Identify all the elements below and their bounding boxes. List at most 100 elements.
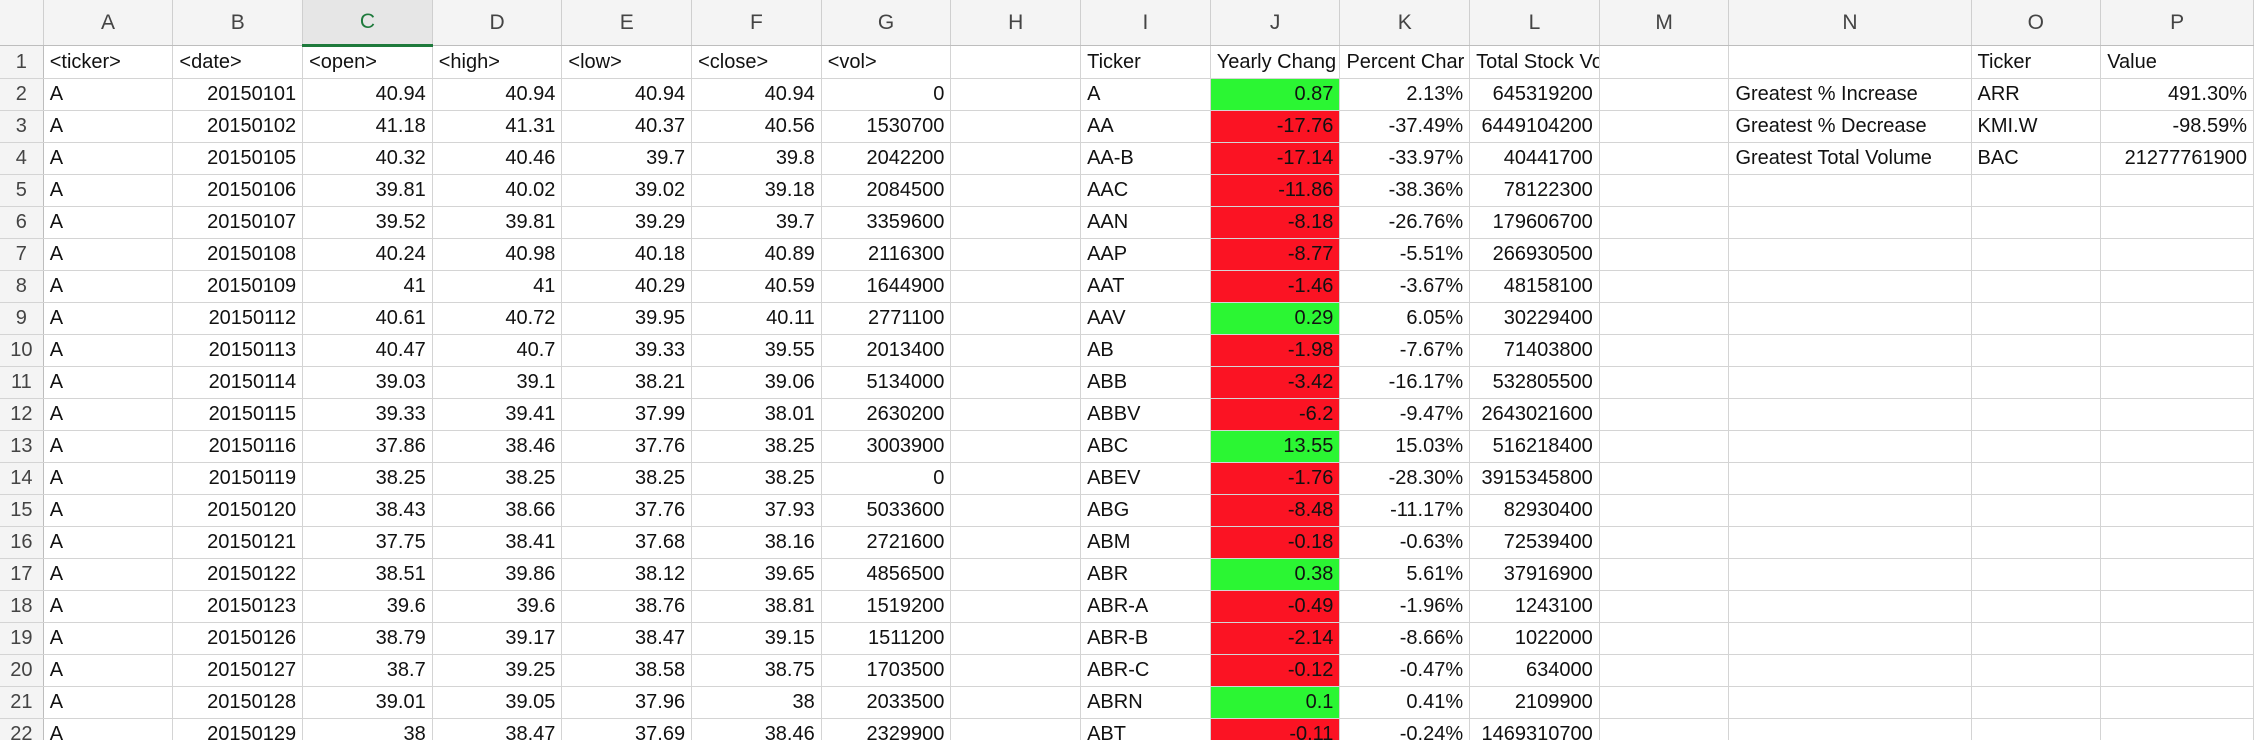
cell-b14[interactable]: 20150119	[172, 462, 304, 495]
row-header[interactable]: 18	[0, 590, 44, 623]
cell-j20[interactable]: -0.12	[1210, 654, 1341, 687]
row-header[interactable]: 11	[0, 366, 44, 399]
column-header-k[interactable]: K	[1339, 0, 1471, 46]
cell-p10[interactable]	[2100, 334, 2254, 367]
cell-o11[interactable]	[1971, 366, 2102, 399]
cell-l1[interactable]: Total Stock Volume	[1469, 45, 1600, 79]
cell-l7[interactable]: 266930500	[1469, 238, 1600, 271]
column-header-d[interactable]: D	[432, 0, 563, 46]
cell-n2[interactable]: Greatest % Increase	[1728, 78, 1972, 111]
cell-c6[interactable]: 39.52	[302, 206, 433, 239]
cell-j7[interactable]: -8.77	[1210, 238, 1341, 271]
cell-g14[interactable]: 0	[821, 462, 952, 495]
cell-e19[interactable]: 38.47	[561, 622, 693, 655]
row-header[interactable]: 1	[0, 45, 44, 79]
cell-o4[interactable]: BAC	[1971, 142, 2102, 175]
cell-c9[interactable]: 40.61	[302, 302, 433, 335]
cell-o5[interactable]	[1971, 174, 2102, 207]
cell-i4[interactable]: AA-B	[1080, 142, 1211, 175]
cell-j4[interactable]: -17.14	[1210, 142, 1341, 175]
cell-m22[interactable]	[1599, 718, 1730, 740]
cell-j3[interactable]: -17.76	[1210, 110, 1341, 143]
cell-a11[interactable]: A	[43, 366, 174, 399]
cell-h19[interactable]	[950, 622, 1082, 655]
cell-p17[interactable]	[2100, 558, 2254, 591]
cell-k9[interactable]: 6.05%	[1339, 302, 1471, 335]
cell-e2[interactable]: 40.94	[561, 78, 693, 111]
cell-n10[interactable]	[1728, 334, 1972, 367]
cell-k15[interactable]: -11.17%	[1339, 494, 1471, 527]
cell-h1[interactable]	[950, 45, 1082, 79]
cell-j11[interactable]: -3.42	[1210, 366, 1341, 399]
cell-f10[interactable]: 39.55	[691, 334, 822, 367]
cell-b1[interactable]: <date>	[172, 45, 304, 79]
cell-h21[interactable]	[950, 686, 1082, 719]
cell-g17[interactable]: 4856500	[821, 558, 952, 591]
cell-i1[interactable]: Ticker	[1080, 45, 1211, 79]
cell-b8[interactable]: 20150109	[172, 270, 304, 303]
cell-j19[interactable]: -2.14	[1210, 622, 1341, 655]
cell-l4[interactable]: 40441700	[1469, 142, 1600, 175]
cell-p11[interactable]	[2100, 366, 2254, 399]
cell-d3[interactable]: 41.31	[432, 110, 563, 143]
cell-m19[interactable]	[1599, 622, 1730, 655]
cell-e7[interactable]: 40.18	[561, 238, 693, 271]
cell-n16[interactable]	[1728, 526, 1972, 559]
cell-m14[interactable]	[1599, 462, 1730, 495]
column-header-e[interactable]: E	[561, 0, 693, 46]
cell-m5[interactable]	[1599, 174, 1730, 207]
cell-i22[interactable]: ABT	[1080, 718, 1211, 740]
cell-k14[interactable]: -28.30%	[1339, 462, 1471, 495]
cell-m2[interactable]	[1599, 78, 1730, 111]
cell-l20[interactable]: 634000	[1469, 654, 1600, 687]
cell-f7[interactable]: 40.89	[691, 238, 822, 271]
cell-d19[interactable]: 39.17	[432, 622, 563, 655]
cell-k20[interactable]: -0.47%	[1339, 654, 1471, 687]
cell-c1[interactable]: <open>	[302, 45, 433, 79]
cell-c3[interactable]: 41.18	[302, 110, 433, 143]
column-header-f[interactable]: F	[691, 0, 822, 46]
cell-b16[interactable]: 20150121	[172, 526, 304, 559]
cell-c8[interactable]: 41	[302, 270, 433, 303]
cell-g5[interactable]: 2084500	[821, 174, 952, 207]
cell-a19[interactable]: A	[43, 622, 174, 655]
cell-p14[interactable]	[2100, 462, 2254, 495]
cell-g13[interactable]: 3003900	[821, 430, 952, 463]
cell-l8[interactable]: 48158100	[1469, 270, 1600, 303]
cell-l19[interactable]: 1022000	[1469, 622, 1600, 655]
row-header[interactable]: 9	[0, 302, 44, 335]
select-all-corner[interactable]	[0, 0, 44, 46]
cell-m12[interactable]	[1599, 398, 1730, 431]
cell-f19[interactable]: 39.15	[691, 622, 822, 655]
cell-f8[interactable]: 40.59	[691, 270, 822, 303]
cell-k6[interactable]: -26.76%	[1339, 206, 1471, 239]
cell-c4[interactable]: 40.32	[302, 142, 433, 175]
cell-j14[interactable]: -1.76	[1210, 462, 1341, 495]
cell-o17[interactable]	[1971, 558, 2102, 591]
cell-h6[interactable]	[950, 206, 1082, 239]
cell-e4[interactable]: 39.7	[561, 142, 693, 175]
column-header-m[interactable]: M	[1599, 0, 1730, 46]
cell-e21[interactable]: 37.96	[561, 686, 693, 719]
cell-a18[interactable]: A	[43, 590, 174, 623]
cell-d13[interactable]: 38.46	[432, 430, 563, 463]
cell-f18[interactable]: 38.81	[691, 590, 822, 623]
cell-j2[interactable]: 0.87	[1210, 78, 1341, 111]
cell-j5[interactable]: -11.86	[1210, 174, 1341, 207]
cell-j10[interactable]: -1.98	[1210, 334, 1341, 367]
row-header[interactable]: 5	[0, 174, 44, 207]
cell-o9[interactable]	[1971, 302, 2102, 335]
cell-g18[interactable]: 1519200	[821, 590, 952, 623]
cell-i8[interactable]: AAT	[1080, 270, 1211, 303]
cell-i20[interactable]: ABR-C	[1080, 654, 1211, 687]
cell-a3[interactable]: A	[43, 110, 174, 143]
cell-k19[interactable]: -8.66%	[1339, 622, 1471, 655]
cell-h9[interactable]	[950, 302, 1082, 335]
row-header[interactable]: 7	[0, 238, 44, 271]
cell-l3[interactable]: 6449104200	[1469, 110, 1600, 143]
cell-a14[interactable]: A	[43, 462, 174, 495]
cell-n4[interactable]: Greatest Total Volume	[1728, 142, 1972, 175]
cell-e18[interactable]: 38.76	[561, 590, 693, 623]
cell-l2[interactable]: 645319200	[1469, 78, 1600, 111]
cell-m6[interactable]	[1599, 206, 1730, 239]
